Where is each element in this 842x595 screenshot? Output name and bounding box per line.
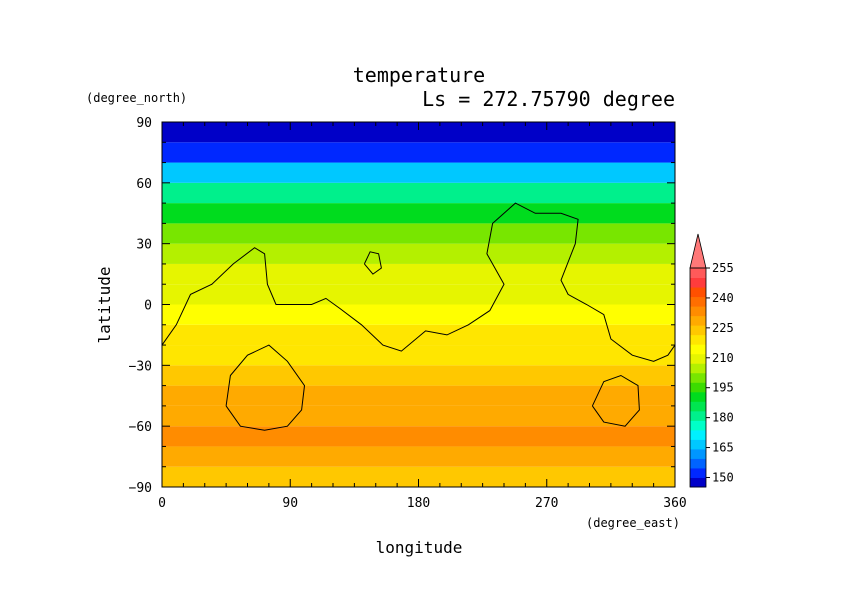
contour-hellas bbox=[225, 344, 306, 431]
field-band bbox=[162, 304, 675, 325]
colorbar-tick-label: 225 bbox=[712, 321, 734, 335]
y-tick-label: −90 bbox=[129, 481, 152, 496]
colorbar-segment bbox=[690, 363, 706, 374]
colorbar-segment bbox=[690, 439, 706, 450]
field-band bbox=[162, 405, 675, 427]
x-units-label: (degree_east) bbox=[586, 516, 680, 530]
field-band bbox=[162, 446, 675, 467]
y-tick-label: 60 bbox=[136, 177, 152, 192]
field-band bbox=[162, 284, 675, 305]
colorbar-segment bbox=[690, 306, 706, 317]
colorbar-segment bbox=[690, 429, 706, 440]
colorbar-extend-arrow bbox=[689, 233, 707, 269]
colorbar-segment bbox=[690, 344, 706, 355]
field-band bbox=[162, 142, 675, 163]
field-band bbox=[162, 223, 675, 244]
topography-contours bbox=[161, 202, 676, 431]
colorbar-tick-label: 180 bbox=[712, 411, 734, 425]
y-axis-label: latitude bbox=[95, 266, 114, 343]
field-band bbox=[162, 243, 675, 264]
field-band bbox=[162, 324, 675, 346]
y-units-label: (degree_north) bbox=[86, 91, 187, 105]
colorbar-segment bbox=[690, 420, 706, 431]
y-tick-label: −30 bbox=[129, 359, 152, 374]
contour-argyre bbox=[591, 374, 640, 427]
colorbar-segment bbox=[690, 467, 706, 478]
colorbar-segment bbox=[690, 448, 706, 459]
field-band bbox=[162, 263, 675, 285]
y-tick-label: −60 bbox=[129, 420, 152, 435]
x-axis-ticks: 0 90 180 270 360 bbox=[158, 122, 687, 511]
colorbar-segment bbox=[690, 334, 706, 345]
colorbar-segment bbox=[690, 401, 706, 412]
colorbar-segment bbox=[690, 353, 706, 364]
contour-elysium bbox=[363, 251, 382, 275]
x-tick-label: 270 bbox=[535, 496, 558, 511]
colorbar-tick-label: 255 bbox=[712, 261, 734, 275]
colorbar-tick-label: 165 bbox=[712, 441, 734, 455]
y-tick-label: 90 bbox=[136, 116, 152, 131]
colorbar: 150 165 180 195 210 225 240 255 bbox=[689, 233, 734, 488]
field-band bbox=[162, 162, 675, 183]
colorbar-segment bbox=[690, 391, 706, 402]
x-tick-label: 0 bbox=[158, 496, 166, 511]
colorbar-segment bbox=[690, 277, 706, 288]
colorbar-segment bbox=[690, 315, 706, 326]
colorbar-tick-label: 210 bbox=[712, 351, 734, 365]
colorbar-frame bbox=[689, 267, 707, 488]
chart-subtitle: Ls = 272.75790 degree bbox=[422, 87, 675, 111]
colorbar-segment bbox=[690, 458, 706, 469]
field-band bbox=[162, 203, 675, 224]
colorbar-segment bbox=[690, 477, 706, 488]
field-band bbox=[162, 426, 675, 447]
y-tick-label: 30 bbox=[136, 238, 152, 253]
colorbar-segment bbox=[690, 296, 706, 307]
x-tick-label: 180 bbox=[407, 496, 430, 511]
temperature-field bbox=[162, 122, 675, 487]
field-band bbox=[162, 182, 675, 204]
colorbar-segment bbox=[690, 372, 706, 383]
x-axis-label: longitude bbox=[376, 538, 463, 557]
colorbar-tick-label: 240 bbox=[712, 291, 734, 305]
contour-topography bbox=[161, 202, 676, 362]
field-band bbox=[162, 365, 675, 386]
colorbar-segment bbox=[690, 268, 706, 279]
x-tick-label: 360 bbox=[663, 496, 686, 511]
x-tick-label: 90 bbox=[282, 496, 298, 511]
chart-title: temperature bbox=[353, 63, 485, 87]
colorbar-segment bbox=[690, 382, 706, 393]
colorbar-tick-label: 195 bbox=[712, 381, 734, 395]
field-band bbox=[162, 385, 675, 406]
colorbar-segment bbox=[690, 287, 706, 298]
field-band bbox=[162, 345, 675, 366]
colorbar-tick-label: 150 bbox=[712, 470, 734, 484]
y-tick-label: 0 bbox=[144, 299, 152, 314]
y-axis-ticks: −90 −60 −30 0 30 60 90 bbox=[129, 116, 675, 496]
colorbar-segment bbox=[690, 325, 706, 336]
colorbar-segment bbox=[690, 410, 706, 421]
